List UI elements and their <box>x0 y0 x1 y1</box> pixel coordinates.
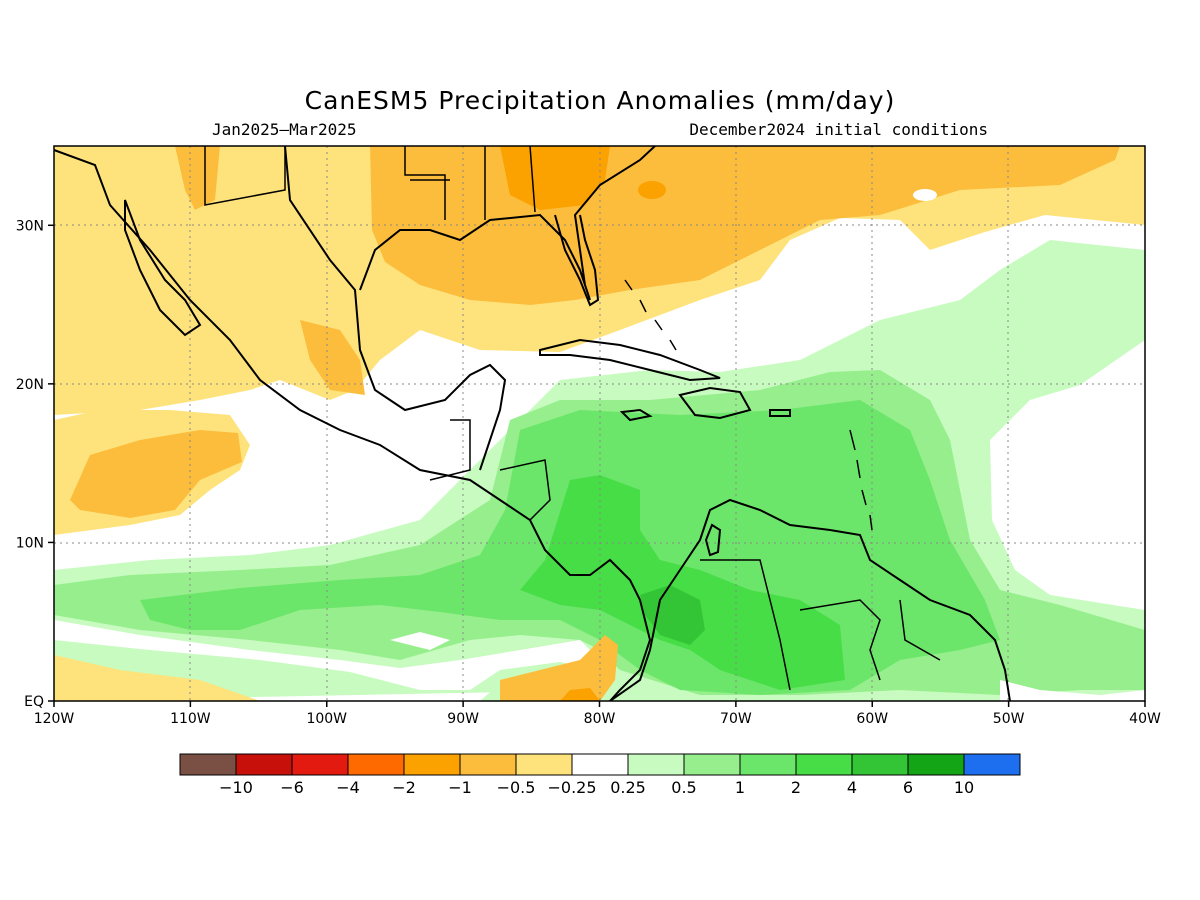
legend-label: −6 <box>280 778 304 797</box>
anomaly-region-neg05-nw-mexico <box>175 146 220 210</box>
anomaly-region-neg1-ecuador <box>560 688 600 701</box>
legend-label: 0.5 <box>671 778 696 797</box>
anomaly-region-neg1-east-pacific <box>70 430 242 518</box>
legend-swatch <box>683 753 741 776</box>
anomaly-region-2-colombia <box>520 475 845 690</box>
legend-swatch <box>291 753 349 776</box>
x-tick-label: 40W <box>1129 711 1161 727</box>
legend-swatch <box>459 753 517 776</box>
x-axis: 120W 110W 100W 90W 80W 70W 60W 50W 40W <box>34 701 1161 727</box>
legend-swatch <box>795 753 853 776</box>
legend-swatch <box>571 753 629 776</box>
legend-swatch <box>907 753 965 776</box>
forecast-period: Jan2025–Mar2025 <box>212 120 357 139</box>
legend-label: −0.5 <box>497 778 536 797</box>
anomaly-region-neg1-atlantic <box>638 181 666 199</box>
x-tick-label: 100W <box>306 711 347 727</box>
grid-lines <box>54 146 1145 701</box>
legend-swatch <box>963 753 1021 776</box>
x-tick-label: 70W <box>720 711 752 727</box>
legend-swatch <box>235 753 293 776</box>
anomaly-field <box>54 146 1145 701</box>
anomaly-region-neutral-atlantic <box>913 189 937 201</box>
coastlines <box>54 146 1011 701</box>
y-tick-label: EQ <box>24 694 44 710</box>
x-tick-label: 80W <box>584 711 616 727</box>
y-tick-label: 30N <box>16 218 44 234</box>
anomaly-region-4-panama <box>640 585 705 645</box>
legend-label: −10 <box>219 778 253 797</box>
legend-swatch <box>515 753 573 776</box>
legend-label: −0.25 <box>547 778 596 797</box>
x-tick-label: 110W <box>170 711 211 727</box>
anomaly-region-neg05-mexico-interior <box>300 320 365 395</box>
y-axis: EQ 10N 20N 30N <box>16 218 54 710</box>
anomaly-region-neg025-eq-pacific <box>54 655 260 701</box>
legend-swatch <box>403 753 461 776</box>
legend-label: 1 <box>735 778 745 797</box>
legend-label: 4 <box>847 778 857 797</box>
initial-conditions: December2024 initial conditions <box>689 120 988 139</box>
legend-label: 10 <box>954 778 974 797</box>
anomaly-region-neg05-galapagos <box>500 635 618 701</box>
legend-label: 6 <box>903 778 913 797</box>
color-legend: −10 −6 −4 −2 −1 −0.5 −0.25 0.25 0.5 1 2 4 6 10 <box>179 753 1021 797</box>
x-tick-label: 120W <box>34 711 75 727</box>
anomaly-region-neutral-pacific-patch <box>390 632 450 650</box>
x-tick-label: 50W <box>993 711 1025 727</box>
y-tick-label: 20N <box>16 377 44 393</box>
legend-label: −1 <box>448 778 472 797</box>
legend-swatch <box>739 753 797 776</box>
legend-label: −2 <box>392 778 416 797</box>
legend-swatch <box>627 753 685 776</box>
y-tick-label: 10N <box>16 535 44 551</box>
x-tick-label: 60W <box>856 711 888 727</box>
legend-label: 0.25 <box>610 778 646 797</box>
anomaly-region-neg1-georgia <box>500 146 610 210</box>
x-tick-label: 90W <box>447 711 479 727</box>
legend-swatch <box>347 753 405 776</box>
legend-swatch <box>179 753 237 776</box>
legend-swatch <box>851 753 909 776</box>
anomaly-region-neutral-brazil-coast <box>1000 680 1145 701</box>
map-title: CanESM5 Precipitation Anomalies (mm/day) <box>304 86 896 115</box>
legend-label: −4 <box>336 778 360 797</box>
legend-label: 2 <box>791 778 801 797</box>
